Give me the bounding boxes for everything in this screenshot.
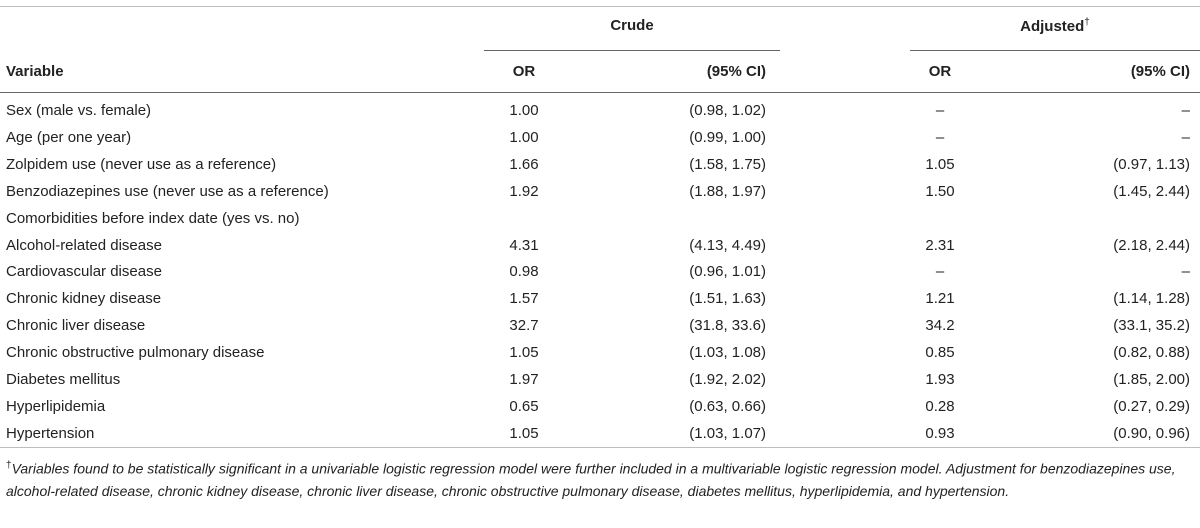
cell-ci-crude: (1.92, 2.02): [689, 371, 766, 388]
column-header-or-adjusted: OR: [928, 63, 952, 80]
header-bottom-rule: [0, 92, 1200, 93]
cell-or-adjusted: 34.2: [925, 317, 955, 335]
cell-ci-adjusted: (0.82, 0.88): [1113, 344, 1190, 362]
cell-variable: Diabetes mellitus: [6, 371, 121, 388]
cell-or-adjusted: 0.28: [925, 397, 955, 415]
cell-ci-adjusted: (0.90, 0.96): [1113, 424, 1190, 442]
cell-or-crude: 4.31: [509, 236, 539, 254]
cell-ci-adjusted: (2.18, 2.44): [1113, 236, 1190, 254]
cell-ci-crude: (0.63, 0.66): [689, 397, 766, 415]
cell-or-adjusted: –: [935, 102, 945, 119]
adjusted-footnote-mark: †: [1084, 17, 1090, 28]
table-row: Cardiovascular disease 0.98 (0.96, 1.01) – –: [0, 259, 1200, 285]
cell-variable: Chronic kidney disease: [6, 290, 162, 308]
cell-variable: Zolpidem use (never use as a reference): [6, 155, 277, 173]
adjusted-group-rule: [910, 50, 1200, 51]
cell-variable: Chronic obstructive pulmonary disease: [6, 344, 265, 362]
cell-or-adjusted: 1.93: [925, 371, 955, 388]
cell-or-crude: 1.57: [509, 290, 539, 308]
cell-ci-adjusted: (33.1, 35.2): [1113, 317, 1190, 335]
cell-ci-adjusted: (1.85, 2.00): [1113, 371, 1190, 388]
cell-or-crude: 0.98: [509, 263, 539, 281]
table-bottom-rule: [0, 447, 1200, 448]
column-header-variable: Variable: [6, 63, 64, 80]
table-row: Comorbidities before index date (yes vs.…: [0, 206, 1200, 232]
cell-variable: Benzodiazepines use (never use as a refe…: [6, 182, 329, 200]
cell-or-adjusted: 2.31: [925, 236, 955, 254]
cell-or-adjusted: 1.05: [925, 155, 955, 173]
cell-or-adjusted: –: [935, 263, 945, 281]
cell-ci-crude: (0.99, 1.00): [689, 128, 766, 146]
cell-ci-crude: (1.58, 1.75): [689, 155, 766, 173]
table-row: Sex (male vs. female) 1.00 (0.98, 1.02) – –: [0, 98, 1200, 124]
table-footnote: †Variables found to be statistically sig…: [6, 455, 1192, 502]
cell-or-crude: 1.00: [509, 128, 539, 146]
cell-or-crude: 1.92: [509, 182, 539, 200]
group-header-adjusted-label: Adjusted: [1020, 18, 1085, 35]
cell-variable: Cardiovascular disease: [6, 263, 162, 281]
cell-or-crude: 1.05: [509, 344, 539, 362]
cell-variable: Age (per one year): [6, 128, 132, 146]
cell-or-crude: 32.7: [509, 317, 539, 335]
table-row: Diabetes mellitus 1.97 (1.92, 2.02) 1.93 (1.…: [0, 367, 1200, 393]
table-row: Benzodiazepines use (never use as a refe…: [0, 179, 1200, 205]
column-header-or-crude: OR: [512, 63, 536, 80]
table-row: Alcohol-related disease 4.31 (4.13, 4.49) 2…: [0, 233, 1200, 259]
cell-variable: Chronic liver disease: [6, 317, 146, 335]
group-header-adjusted: Adjusted†: [910, 17, 1200, 35]
cell-variable: Hypertension: [6, 424, 95, 442]
cell-or-crude: 1.66: [509, 155, 539, 173]
cell-or-adjusted: 1.21: [925, 290, 955, 308]
cell-ci-crude: (0.98, 1.02): [689, 102, 766, 119]
footnote-text: Variables found to be statistically sign…: [6, 460, 1176, 499]
cell-ci-adjusted: –: [1181, 263, 1190, 281]
cell-ci-crude: (1.88, 1.97): [689, 182, 766, 200]
cell-or-crude: 1.97: [509, 371, 539, 388]
cell-or-crude: 1.05: [509, 424, 539, 442]
cell-ci-crude: (1.03, 1.08): [689, 344, 766, 362]
table-row: Chronic kidney disease 1.57 (1.51, 1.63) 1.…: [0, 286, 1200, 312]
cell-variable: Sex (male vs. female): [6, 102, 152, 119]
cell-ci-crude: (0.96, 1.01): [689, 263, 766, 281]
cell-ci-crude: (4.13, 4.49): [689, 236, 766, 254]
table-row: Chronic liver disease 32.7 (31.8, 33.6) 34.…: [0, 313, 1200, 339]
cell-or-adjusted: –: [935, 128, 945, 146]
cell-or-adjusted: 1.50: [925, 182, 955, 200]
cell-variable: Hyperlipidemia: [6, 397, 106, 415]
cell-ci-crude: (1.51, 1.63): [689, 290, 766, 308]
cell-ci-adjusted: (0.27, 0.29): [1113, 397, 1190, 415]
table-row: Chronic obstructive pulmonary disease 1.0…: [0, 340, 1200, 366]
cell-ci-adjusted: (1.45, 2.44): [1113, 182, 1190, 200]
cell-or-crude: 1.00: [509, 102, 539, 119]
cell-ci-adjusted: (1.14, 1.28): [1113, 290, 1190, 308]
cell-or-crude: 0.65: [509, 397, 539, 415]
table-row: Hypertension 1.05 (1.03, 1.07) 0.93 (0.90, 0…: [0, 421, 1200, 447]
footnote-mark: †: [6, 460, 12, 471]
cell-or-adjusted: 0.93: [925, 424, 955, 442]
crude-group-rule: [484, 50, 780, 51]
table-row: Hyperlipidemia 0.65 (0.63, 0.66) 0.28 (0.27,…: [0, 394, 1200, 420]
cell-ci-crude: (31.8, 33.6): [689, 317, 766, 335]
cell-ci-adjusted: (0.97, 1.13): [1113, 155, 1190, 173]
group-header-crude: Crude: [484, 17, 780, 34]
cell-or-adjusted: 0.85: [925, 344, 955, 362]
cell-variable: Comorbidities before index date (yes vs.…: [6, 209, 300, 227]
cell-ci-adjusted: –: [1181, 128, 1190, 146]
column-header-ci-adjusted: (95% CI): [1130, 63, 1190, 80]
cell-ci-adjusted: –: [1181, 102, 1190, 119]
table-row: Zolpidem use (never use as a reference) 1…: [0, 152, 1200, 178]
column-header-ci-crude: (95% CI): [706, 63, 766, 80]
cell-variable: Alcohol-related disease: [6, 236, 162, 254]
group-header-crude-label: Crude: [610, 17, 654, 34]
table-row: Age (per one year) 1.00 (0.99, 1.00) – –: [0, 125, 1200, 151]
table-top-rule: [0, 6, 1200, 7]
cell-ci-crude: (1.03, 1.07): [689, 424, 766, 442]
